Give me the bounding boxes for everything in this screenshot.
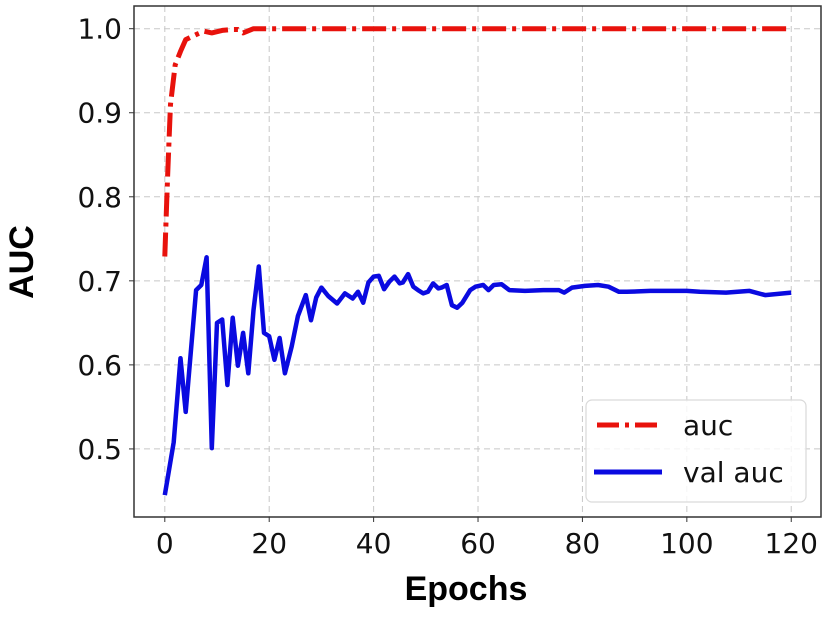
x-axis-ticks: 0 20 40 60 80 100 120 <box>156 517 818 560</box>
x-tick-label: 60 <box>460 527 496 560</box>
legend-val-auc-label: val auc <box>683 456 784 489</box>
y-tick-label: 0.9 <box>77 97 122 130</box>
x-tick-label: 40 <box>356 527 392 560</box>
y-tick-label: 0.7 <box>77 265 122 298</box>
legend-auc-label: auc <box>683 409 733 442</box>
y-tick-label: 0.8 <box>77 181 122 214</box>
auc-line <box>162 26 792 257</box>
y-axis-ticks: 0.5 0.6 0.7 0.8 0.9 1.0 <box>77 13 134 466</box>
x-tick-label: 100 <box>660 527 713 560</box>
x-tick-label: 80 <box>565 527 601 560</box>
x-tick-label: 20 <box>251 527 287 560</box>
val-auc-line <box>162 255 792 496</box>
y-tick-label: 0.5 <box>77 433 122 466</box>
plot-series <box>162 26 792 496</box>
axes-frame <box>133 5 822 518</box>
x-axis-title: Epochs <box>405 570 528 608</box>
x-tick-label: 0 <box>156 527 174 560</box>
y-tick-label: 1.0 <box>77 13 122 46</box>
y-axis-title: AUC <box>3 225 41 299</box>
y-tick-label: 0.6 <box>77 349 122 382</box>
grid-lines <box>134 6 821 517</box>
x-tick-label: 120 <box>765 527 818 560</box>
legend: auc val auc <box>585 399 807 503</box>
